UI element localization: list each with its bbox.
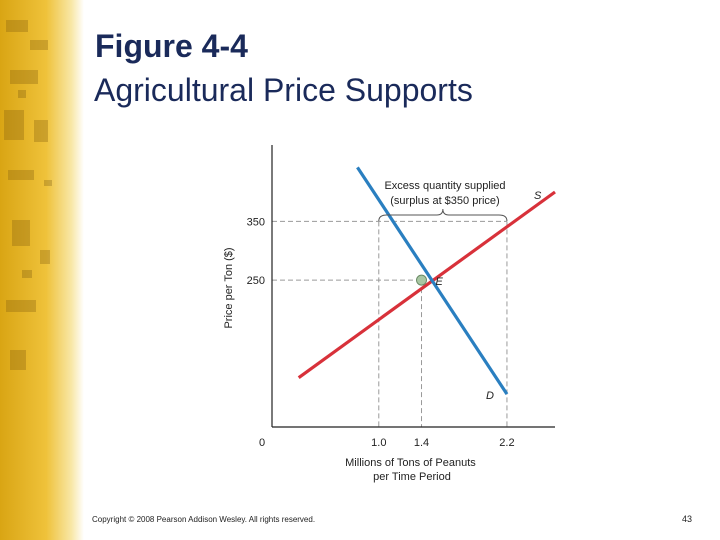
x-axis-label: Millions of Tons of Peanuts per Time Per… (345, 457, 479, 483)
surplus-annotation-line2: (surplus at $350 price) (390, 195, 499, 207)
supply-curve (297, 190, 556, 379)
y-axis-label: Price per Ton ($) (223, 247, 235, 328)
copyright-notice: Copyright © 2008 Pearson Addison Wesley.… (92, 515, 316, 524)
y-tick-label-250: 250 (247, 275, 265, 287)
tick-labels: 0 1.0 1.4 2.2 250 350 (247, 216, 515, 449)
slide-title: Figure 4-4 (95, 28, 248, 64)
decorative-sidebar-image (0, 0, 84, 540)
surplus-annotation-line1: Excess quantity supplied (384, 180, 505, 192)
x-tick-label-1.4: 1.4 (414, 437, 429, 449)
equilibrium-point (416, 274, 428, 286)
x-tick-label-0: 0 (259, 437, 265, 449)
demand-curve-label: D (486, 390, 494, 402)
x-tick-label-2.2: 2.2 (499, 437, 514, 449)
supply-curve-label: S (534, 190, 542, 202)
surplus-annotation: Excess quantity supplied (surplus at $35… (378, 180, 508, 222)
x-tick-label-1.0: 1.0 (371, 437, 386, 449)
y-tick-label-350: 350 (247, 216, 265, 228)
page-number: 43 (681, 514, 692, 524)
surplus-brace (378, 208, 508, 222)
demand-curve (356, 166, 509, 395)
equilibrium-label: E (436, 276, 444, 288)
slide-subtitle: Agricultural Price Supports (94, 72, 473, 108)
curves: SD (297, 166, 556, 402)
